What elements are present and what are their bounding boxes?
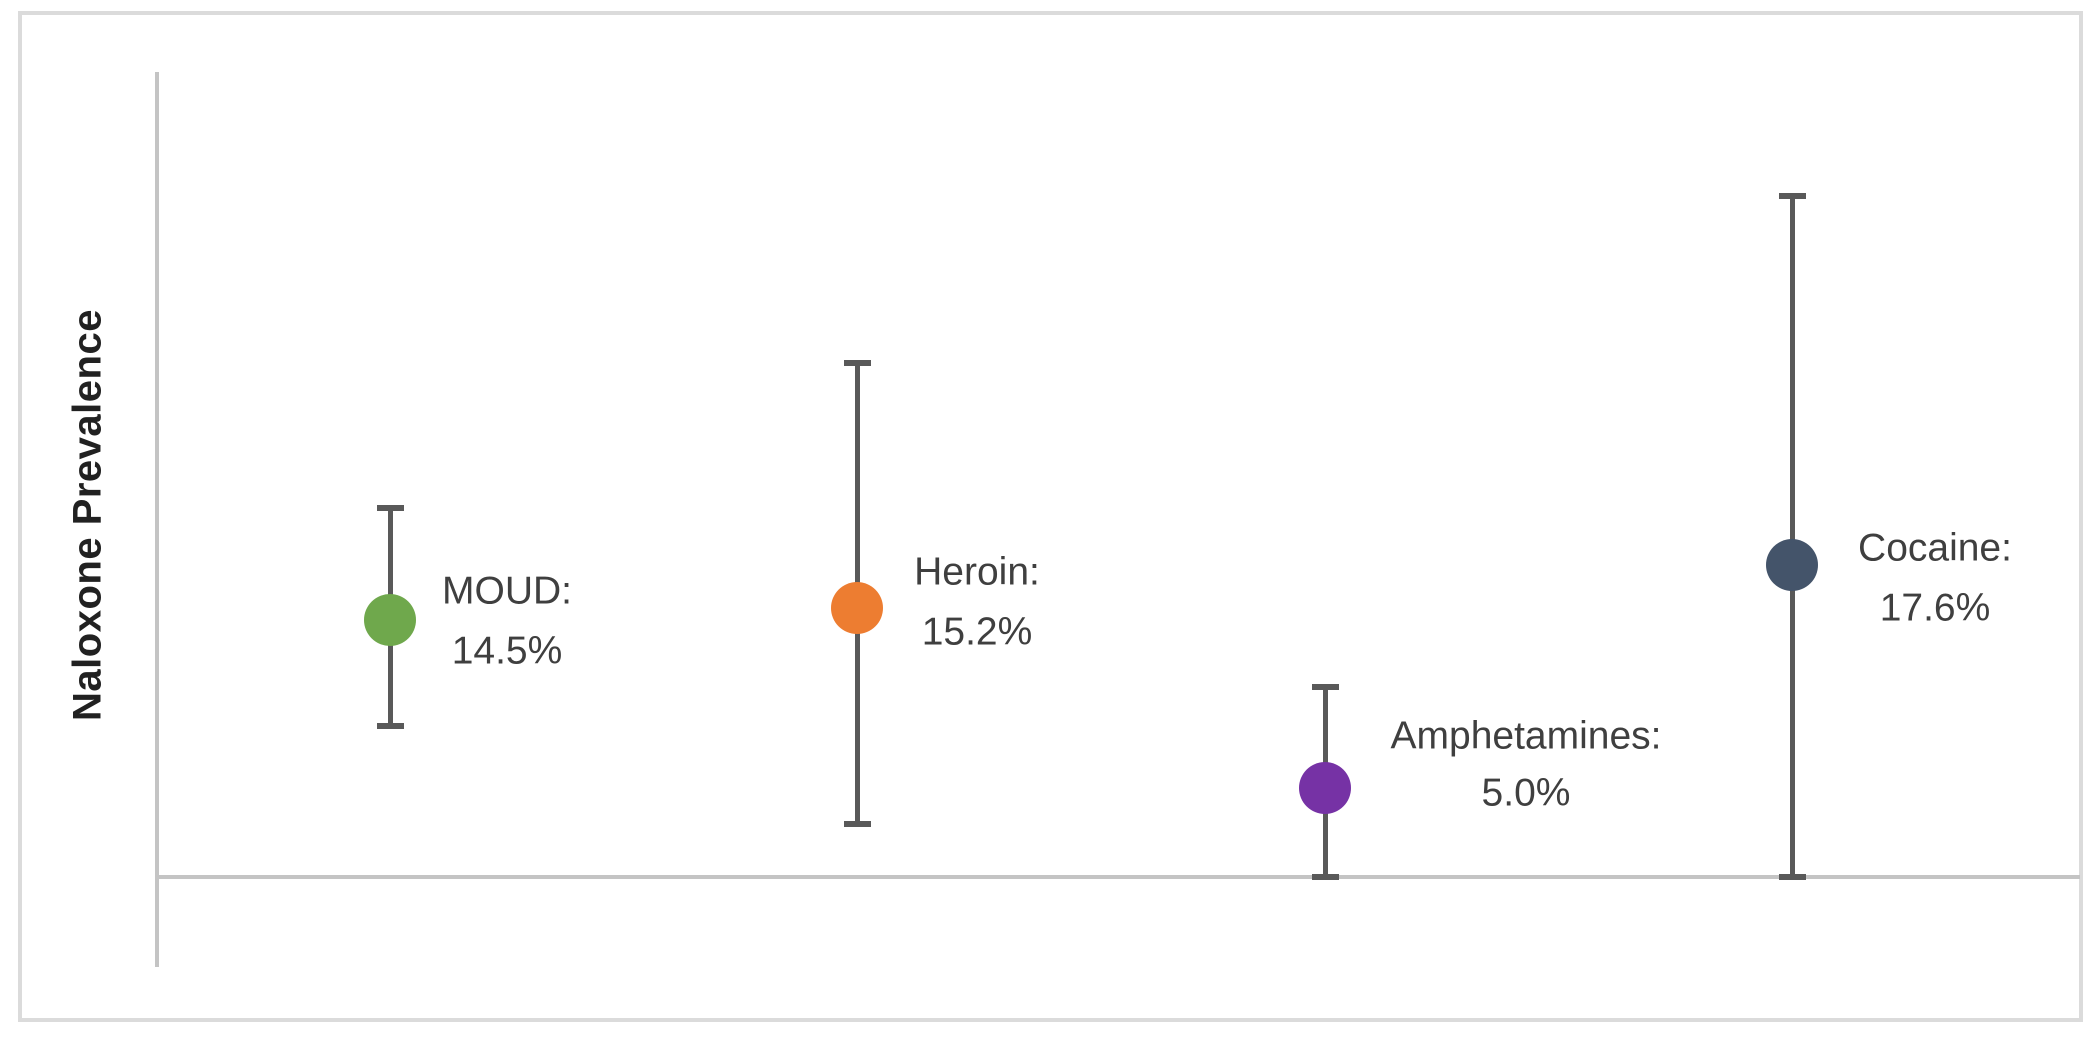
data-point-label-name: MOUD: <box>442 569 572 613</box>
data-point-dot <box>364 594 416 646</box>
data-point-label-value: 15.2% <box>921 610 1033 654</box>
data-point-label-name: Heroin: <box>914 550 1040 594</box>
error-bar-cap-top <box>1311 684 1339 691</box>
error-bar-cap-bottom <box>1311 874 1339 880</box>
data-point-dot <box>831 581 883 634</box>
error-bar-cap-bottom <box>843 820 871 827</box>
error-bar-cap-top <box>1778 193 1806 200</box>
data-point-label-name: Cocaine: <box>1858 526 2012 570</box>
y-axis-title: Naloxone Prevalence <box>65 309 110 721</box>
error-bar-cap-top <box>843 360 871 366</box>
error-bar-cap-bottom <box>376 723 404 730</box>
chart-outer-frame <box>18 11 2083 1022</box>
data-point-dot <box>1766 539 1818 592</box>
error-bar-line <box>1789 196 1795 877</box>
data-point-label-value: 14.5% <box>451 629 563 673</box>
x-axis-line <box>155 875 2080 879</box>
y-axis-line <box>155 72 159 967</box>
error-bar-cap-top <box>376 505 404 512</box>
data-point-dot <box>1299 762 1351 815</box>
error-bar-cap-bottom <box>1778 874 1806 880</box>
data-point-label-value: 5.0% <box>1481 771 1571 815</box>
data-point-label-value: 17.6% <box>1879 586 1991 630</box>
data-point-label-name: Amphetamines: <box>1390 714 1662 758</box>
